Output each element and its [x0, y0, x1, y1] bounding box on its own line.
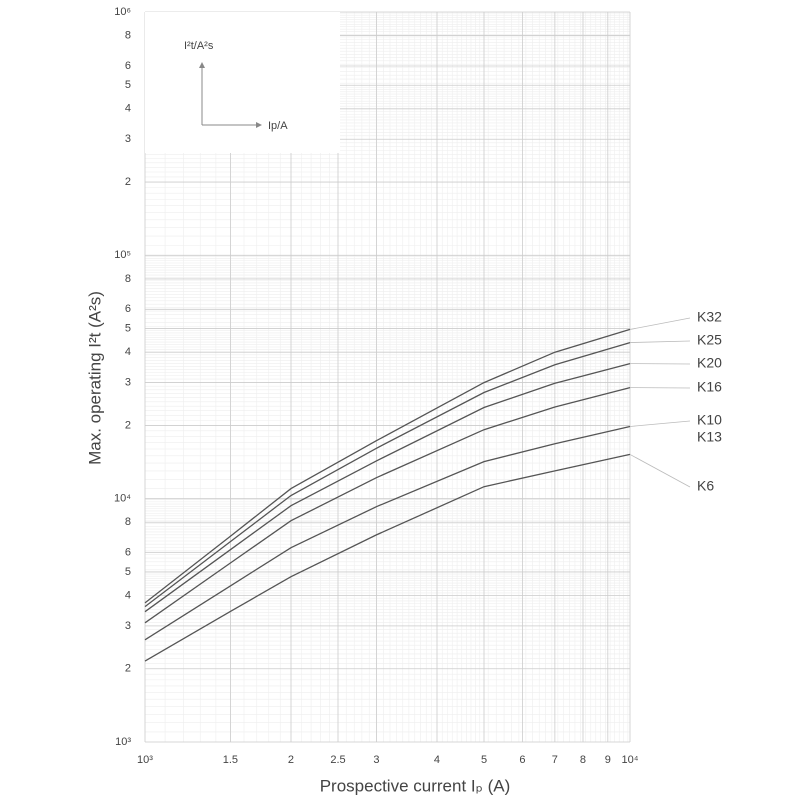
curve [144, 386, 631, 624]
inset-y-label: I²t/A²s [184, 40, 214, 52]
y-axis-title: Max. operating I²t (A²s) [85, 291, 104, 465]
x-tick-label: 2.5 [330, 754, 345, 766]
inset-arrow-head [199, 62, 205, 68]
curve [144, 341, 631, 608]
y-tick-label: 3 [125, 376, 131, 388]
y-tick-label: 6 [125, 303, 131, 315]
leader-line [629, 420, 691, 427]
leader-line [629, 317, 691, 330]
x-tick-label: 7 [552, 754, 558, 766]
x-tick-label: 4 [434, 754, 440, 766]
y-tick-label: 5 [125, 79, 131, 91]
series-label: K6 [697, 478, 714, 494]
y-tick-label: 10³ [115, 736, 131, 748]
x-tick-label: 10³ [137, 754, 153, 766]
y-tick-label: 4 [125, 346, 131, 358]
y-tick-label: 2 [125, 663, 131, 675]
inset-x-label: Ip/A [268, 120, 288, 132]
y-tick-label: 6 [125, 60, 131, 72]
y-tick-label: 5 [125, 322, 131, 334]
y-tick-label: 10⁴ [114, 493, 131, 505]
extra-label: K13 [697, 429, 722, 445]
curve [144, 425, 631, 641]
x-tick-label: 1.5 [223, 754, 238, 766]
y-tick-label: 10⁵ [114, 249, 131, 261]
series-label: K20 [697, 355, 722, 371]
x-tick-label: 10⁴ [622, 754, 639, 766]
y-tick-label: 8 [125, 29, 131, 41]
y-tick-label: 5 [125, 566, 131, 578]
series-label: K25 [697, 332, 722, 348]
x-axis-title: Prospective current Iₚ (A) [320, 776, 511, 795]
x-tick-label: 9 [605, 754, 611, 766]
x-tick-label: 3 [373, 754, 379, 766]
inset-arrow-head [256, 122, 262, 128]
y-tick-label: 2 [125, 419, 131, 431]
x-tick-label: 5 [481, 754, 487, 766]
inset-box [145, 12, 340, 153]
y-tick-label: 8 [125, 273, 131, 285]
x-tick-label: 6 [519, 754, 525, 766]
curve [144, 362, 631, 613]
y-tick-label: 3 [125, 133, 131, 145]
curve [144, 453, 631, 662]
leader-line [629, 340, 691, 343]
series-label: K16 [697, 379, 722, 395]
series-label: K10 [697, 412, 722, 428]
curve [144, 328, 631, 604]
x-tick-label: 2 [288, 754, 294, 766]
y-tick-label: 4 [125, 589, 131, 601]
y-tick-label: 8 [125, 516, 131, 528]
series-label: K32 [697, 309, 722, 325]
y-tick-label: 6 [125, 547, 131, 559]
y-tick-label: 2 [125, 176, 131, 188]
x-tick-label: 8 [580, 754, 586, 766]
leader-line [629, 454, 691, 488]
y-tick-label: 10⁶ [114, 6, 131, 18]
y-tick-label: 4 [125, 103, 131, 115]
y-tick-label: 3 [125, 620, 131, 632]
